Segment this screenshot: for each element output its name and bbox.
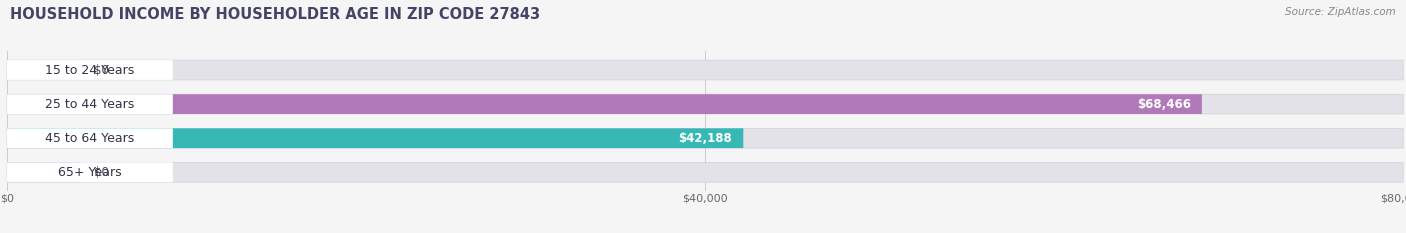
FancyBboxPatch shape bbox=[7, 60, 1403, 80]
FancyBboxPatch shape bbox=[7, 94, 1403, 114]
Text: $0: $0 bbox=[94, 64, 110, 76]
FancyBboxPatch shape bbox=[7, 128, 1403, 148]
Text: 65+ Years: 65+ Years bbox=[58, 166, 122, 179]
Text: 25 to 44 Years: 25 to 44 Years bbox=[45, 98, 135, 111]
FancyBboxPatch shape bbox=[7, 162, 80, 182]
FancyBboxPatch shape bbox=[7, 60, 80, 80]
FancyBboxPatch shape bbox=[7, 94, 173, 114]
FancyBboxPatch shape bbox=[7, 60, 173, 80]
Text: 15 to 24 Years: 15 to 24 Years bbox=[45, 64, 135, 76]
FancyBboxPatch shape bbox=[7, 128, 744, 148]
Text: 45 to 64 Years: 45 to 64 Years bbox=[45, 132, 135, 145]
FancyBboxPatch shape bbox=[7, 162, 1403, 182]
FancyBboxPatch shape bbox=[7, 94, 1202, 114]
Text: $68,466: $68,466 bbox=[1136, 98, 1191, 111]
Text: $0: $0 bbox=[94, 166, 110, 179]
Text: $42,188: $42,188 bbox=[678, 132, 733, 145]
Text: Source: ZipAtlas.com: Source: ZipAtlas.com bbox=[1285, 7, 1396, 17]
FancyBboxPatch shape bbox=[7, 128, 173, 148]
FancyBboxPatch shape bbox=[7, 162, 173, 182]
Text: HOUSEHOLD INCOME BY HOUSEHOLDER AGE IN ZIP CODE 27843: HOUSEHOLD INCOME BY HOUSEHOLDER AGE IN Z… bbox=[10, 7, 540, 22]
